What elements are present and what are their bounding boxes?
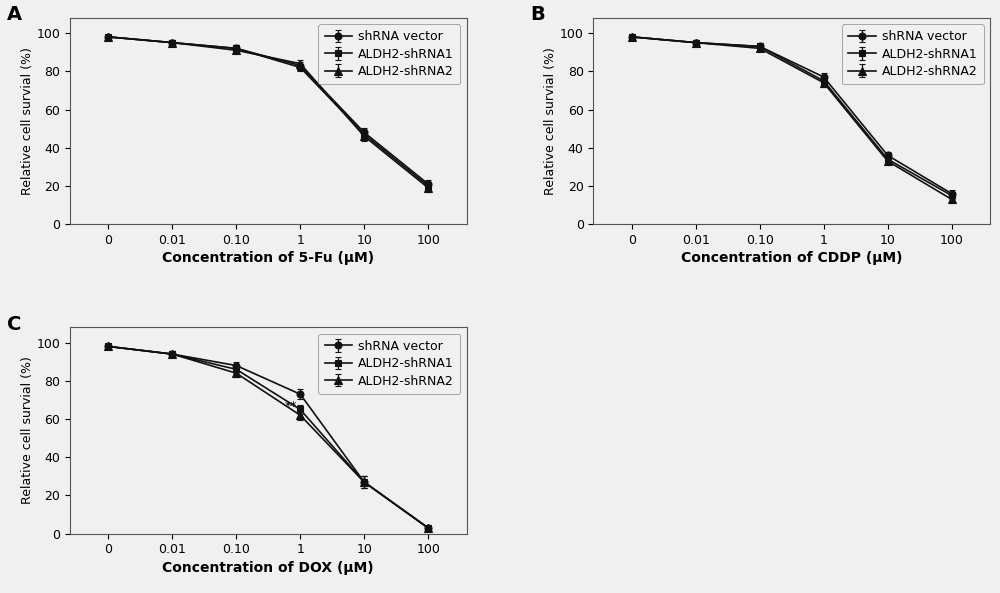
Legend: shRNA vector, ALDH2-shRNA1, ALDH2-shRNA2: shRNA vector, ALDH2-shRNA1, ALDH2-shRNA2 bbox=[318, 334, 460, 394]
Text: C: C bbox=[7, 315, 21, 334]
Text: B: B bbox=[530, 5, 545, 24]
X-axis label: Concentration of CDDP (μM): Concentration of CDDP (μM) bbox=[681, 251, 902, 265]
X-axis label: Concentration of 5-Fu (μM): Concentration of 5-Fu (μM) bbox=[162, 251, 374, 265]
Legend: shRNA vector, ALDH2-shRNA1, ALDH2-shRNA2: shRNA vector, ALDH2-shRNA1, ALDH2-shRNA2 bbox=[318, 24, 460, 84]
Y-axis label: Relative cell survial (%): Relative cell survial (%) bbox=[21, 356, 34, 505]
Text: **: ** bbox=[284, 400, 297, 413]
Y-axis label: Relative cell survial (%): Relative cell survial (%) bbox=[544, 47, 557, 195]
Y-axis label: Relative cell survial (%): Relative cell survial (%) bbox=[21, 47, 34, 195]
Legend: shRNA vector, ALDH2-shRNA1, ALDH2-shRNA2: shRNA vector, ALDH2-shRNA1, ALDH2-shRNA2 bbox=[842, 24, 984, 84]
X-axis label: Concentration of DOX (μM): Concentration of DOX (μM) bbox=[162, 560, 374, 575]
Text: A: A bbox=[7, 5, 22, 24]
